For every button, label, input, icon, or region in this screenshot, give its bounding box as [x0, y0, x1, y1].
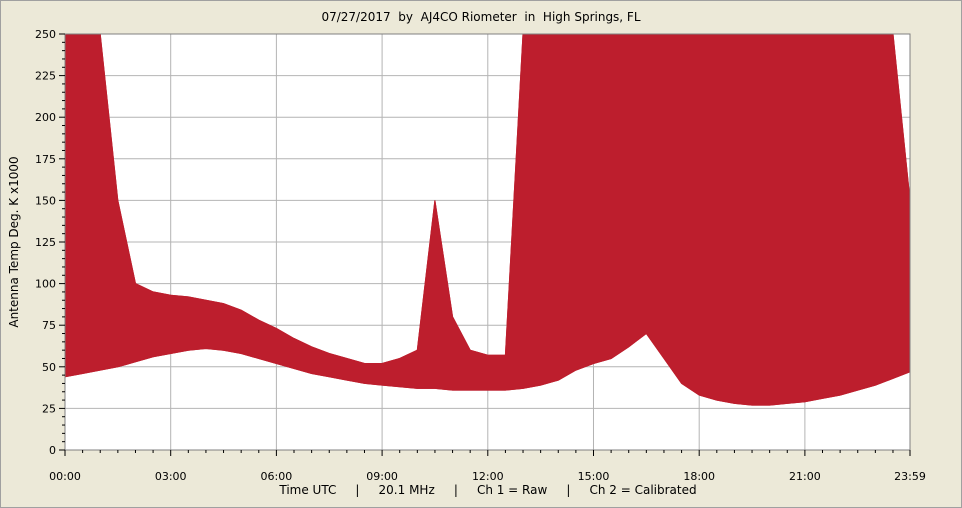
- y-tick-label: 225: [35, 70, 56, 83]
- chart-title: 07/27/2017 by AJ4CO Riometer in High Spr…: [321, 10, 641, 24]
- y-tick-label: 25: [42, 402, 56, 415]
- y-tick-label: 0: [49, 444, 56, 457]
- x-tick-label: 06:00: [261, 470, 293, 483]
- y-axis-ticks: 0 25 50 75 100 125 150 175 200 225 250: [35, 28, 65, 457]
- y-tick-label: 250: [35, 28, 56, 41]
- footer-item: Time UTC: [279, 483, 337, 497]
- y-tick-label: 175: [35, 153, 56, 166]
- x-axis-ticks: 00:00 03:00 06:00 09:00 12:00 15:00 18:00 21:00…: [49, 450, 926, 483]
- x-tick-label: 09:00: [366, 470, 398, 483]
- y-tick-label: 75: [42, 319, 56, 332]
- y-tick-label: 150: [35, 194, 56, 207]
- chart-footer: Time UTC | 20.1 MHz | Ch 1 = Raw | Ch 2 …: [0, 483, 962, 497]
- y-tick-label: 200: [35, 111, 56, 124]
- y-tick-label: 50: [42, 361, 56, 374]
- x-tick-label: 18:00: [683, 470, 715, 483]
- footer-separator: |: [336, 483, 379, 497]
- x-tick-label: 03:00: [155, 470, 187, 483]
- footer-separator: |: [547, 483, 590, 497]
- series-lower-line-1: [64, 332, 911, 406]
- footer-separator: |: [434, 483, 477, 497]
- x-tick-label: 15:00: [578, 470, 610, 483]
- x-tick-label: 00:00: [49, 470, 81, 483]
- footer-item: Ch 2 = Calibrated: [589, 483, 697, 497]
- x-tick-label: 12:00: [472, 470, 504, 483]
- x-tick-label: 21:00: [789, 470, 821, 483]
- y-tick-label: 125: [35, 236, 56, 249]
- footer-item: Ch 1 = Raw: [476, 483, 548, 497]
- y-tick-label: 100: [35, 278, 56, 291]
- x-tick-label: 23:59: [894, 470, 926, 483]
- footer-item: 20.1 MHz: [378, 483, 435, 497]
